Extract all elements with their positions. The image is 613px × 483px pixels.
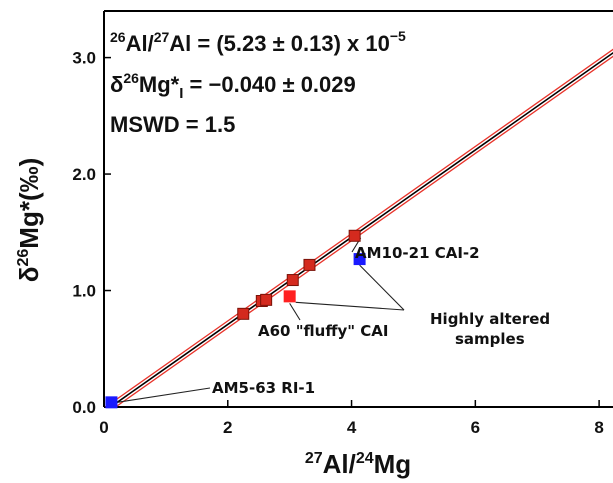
- x-tick-label: 4: [347, 418, 357, 437]
- x-axis-title: 27Al/24Mg: [305, 449, 411, 479]
- data-point: [348, 229, 361, 242]
- label-am10-21: AM10-21 CAI-2: [355, 244, 480, 262]
- data-point: [260, 293, 273, 306]
- regression: [104, 48, 613, 407]
- data-point: [283, 290, 296, 303]
- leader-line: [295, 301, 405, 311]
- mswd-annotation: MSWD = 1.5: [110, 112, 235, 137]
- ticks: 0 2 4 6 8 0.0 1.0 2.0 3.0: [72, 49, 603, 437]
- x-tick-label: 8: [594, 418, 603, 437]
- data-point: [303, 258, 316, 271]
- error-envelope-upper: [104, 48, 613, 407]
- y-tick-label: 0.0: [72, 398, 96, 417]
- label-a60: A60 "fluffy" CAI: [258, 322, 388, 340]
- slope-annotation: 26Al/27Al = (5.23 ± 0.13) x 10−5: [110, 28, 406, 56]
- intercept-annotation: δ26Mg*I = −0.040 ± 0.029: [110, 70, 356, 102]
- leader-line: [289, 303, 301, 321]
- x-tick-label: 6: [471, 418, 480, 437]
- label-samples: samples: [455, 330, 525, 348]
- data-point: [286, 274, 299, 287]
- data-points: [105, 229, 366, 409]
- data-point: [237, 307, 250, 320]
- label-am5-63: AM5-63 RI-1: [212, 379, 315, 397]
- label-highly-altered: Highly altered: [430, 310, 550, 328]
- data-point: [105, 396, 118, 409]
- x-tick-label: 2: [223, 418, 232, 437]
- leader-line: [117, 387, 211, 403]
- axes: [103, 10, 613, 408]
- y-tick-label: 1.0: [72, 282, 96, 301]
- label-leaders: [117, 237, 405, 403]
- y-axis-title: δ26Mg*(‰): [14, 158, 44, 283]
- y-tick-label: 2.0: [72, 165, 96, 184]
- leader-line: [359, 264, 405, 311]
- x-tick-label: 0: [99, 418, 108, 437]
- fit-annotation: 26Al/27Al = (5.23 ± 0.13) x 10−5 δ26Mg*I…: [110, 28, 406, 137]
- y-tick-label: 3.0: [72, 49, 96, 68]
- isochron-fit-line: [109, 51, 613, 407]
- point-labels: AM10-21 CAI-2 A60 "fluffy" CAI Highly al…: [212, 244, 550, 397]
- error-envelope-lower: [114, 55, 613, 407]
- data-point: [353, 253, 366, 266]
